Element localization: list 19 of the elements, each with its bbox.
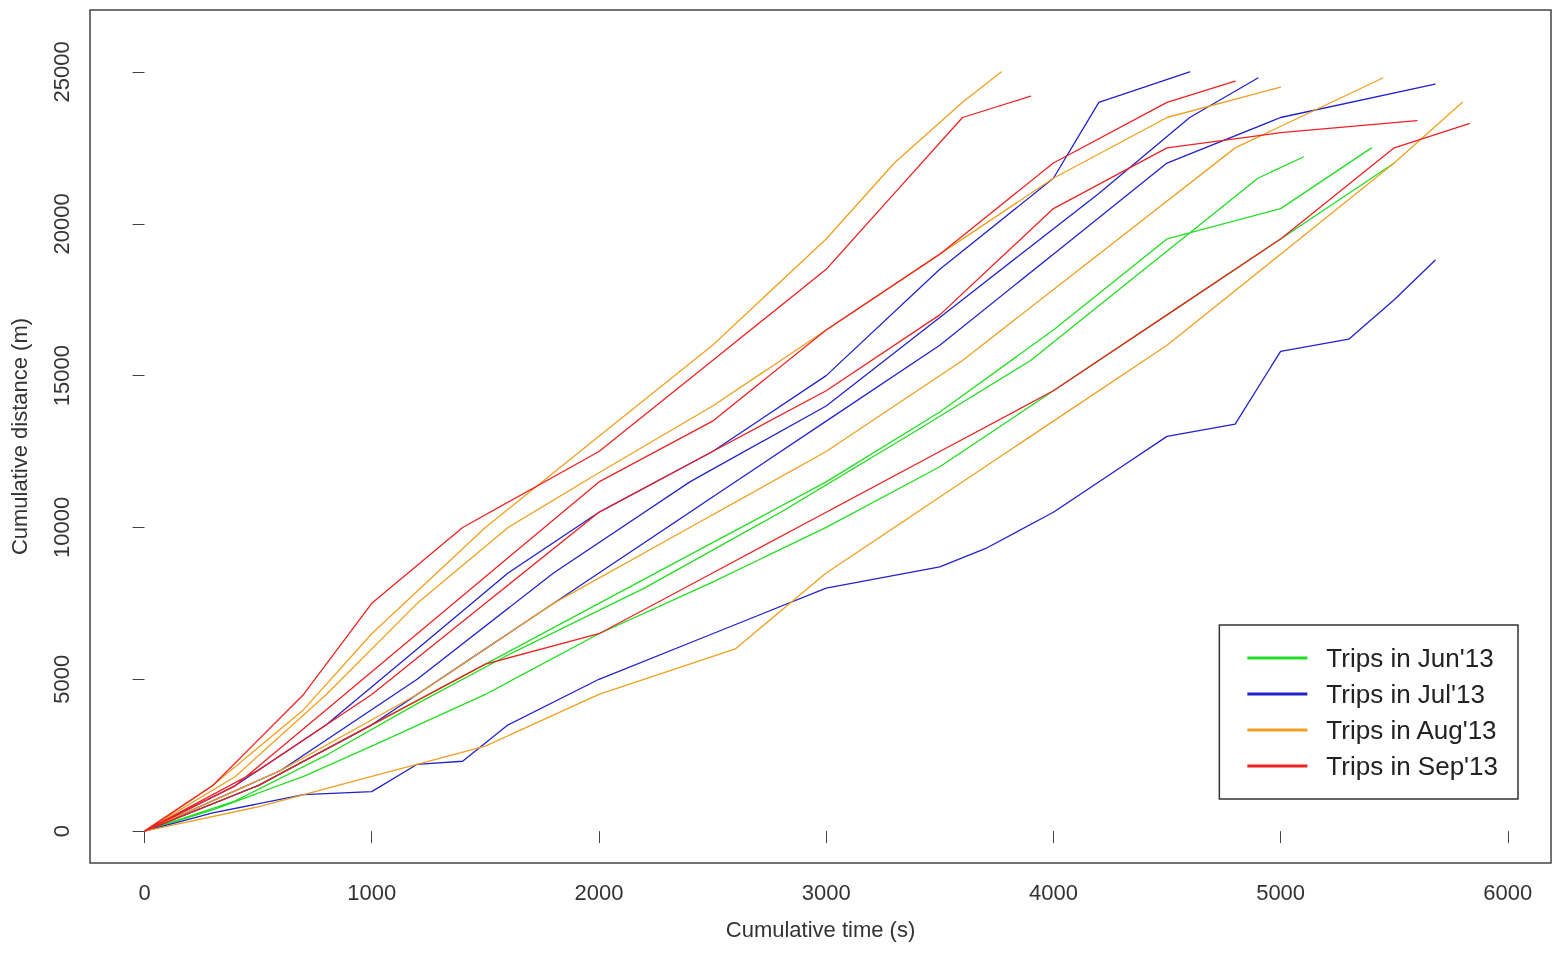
- legend-label: Trips in Sep'13: [1326, 751, 1498, 781]
- y-tick-label: 10000: [48, 496, 74, 559]
- x-tick-label: 3000: [801, 879, 851, 905]
- x-tick-label: 2000: [574, 879, 624, 905]
- y-tick-label: 15000: [48, 345, 74, 407]
- legend-label: Trips in Jun'13: [1326, 643, 1494, 673]
- legend-label: Trips in Aug'13: [1326, 715, 1497, 745]
- x-tick-label: 0: [138, 879, 151, 905]
- y-tick-label: 20000: [48, 193, 74, 255]
- y-tick-label: 25000: [48, 41, 74, 103]
- y-tick-label: 0: [48, 824, 74, 838]
- x-tick-label: 4000: [1028, 879, 1078, 905]
- legend-label: Trips in Jul'13: [1326, 679, 1485, 709]
- y-axis-title: Cumulative distance (m): [6, 317, 32, 556]
- x-axis-title: Cumulative time (s): [725, 916, 916, 942]
- y-tick-label: 5000: [48, 654, 74, 704]
- x-tick-label: 1000: [347, 879, 397, 905]
- x-tick-label: 5000: [1256, 879, 1306, 905]
- x-tick-label: 6000: [1483, 879, 1533, 905]
